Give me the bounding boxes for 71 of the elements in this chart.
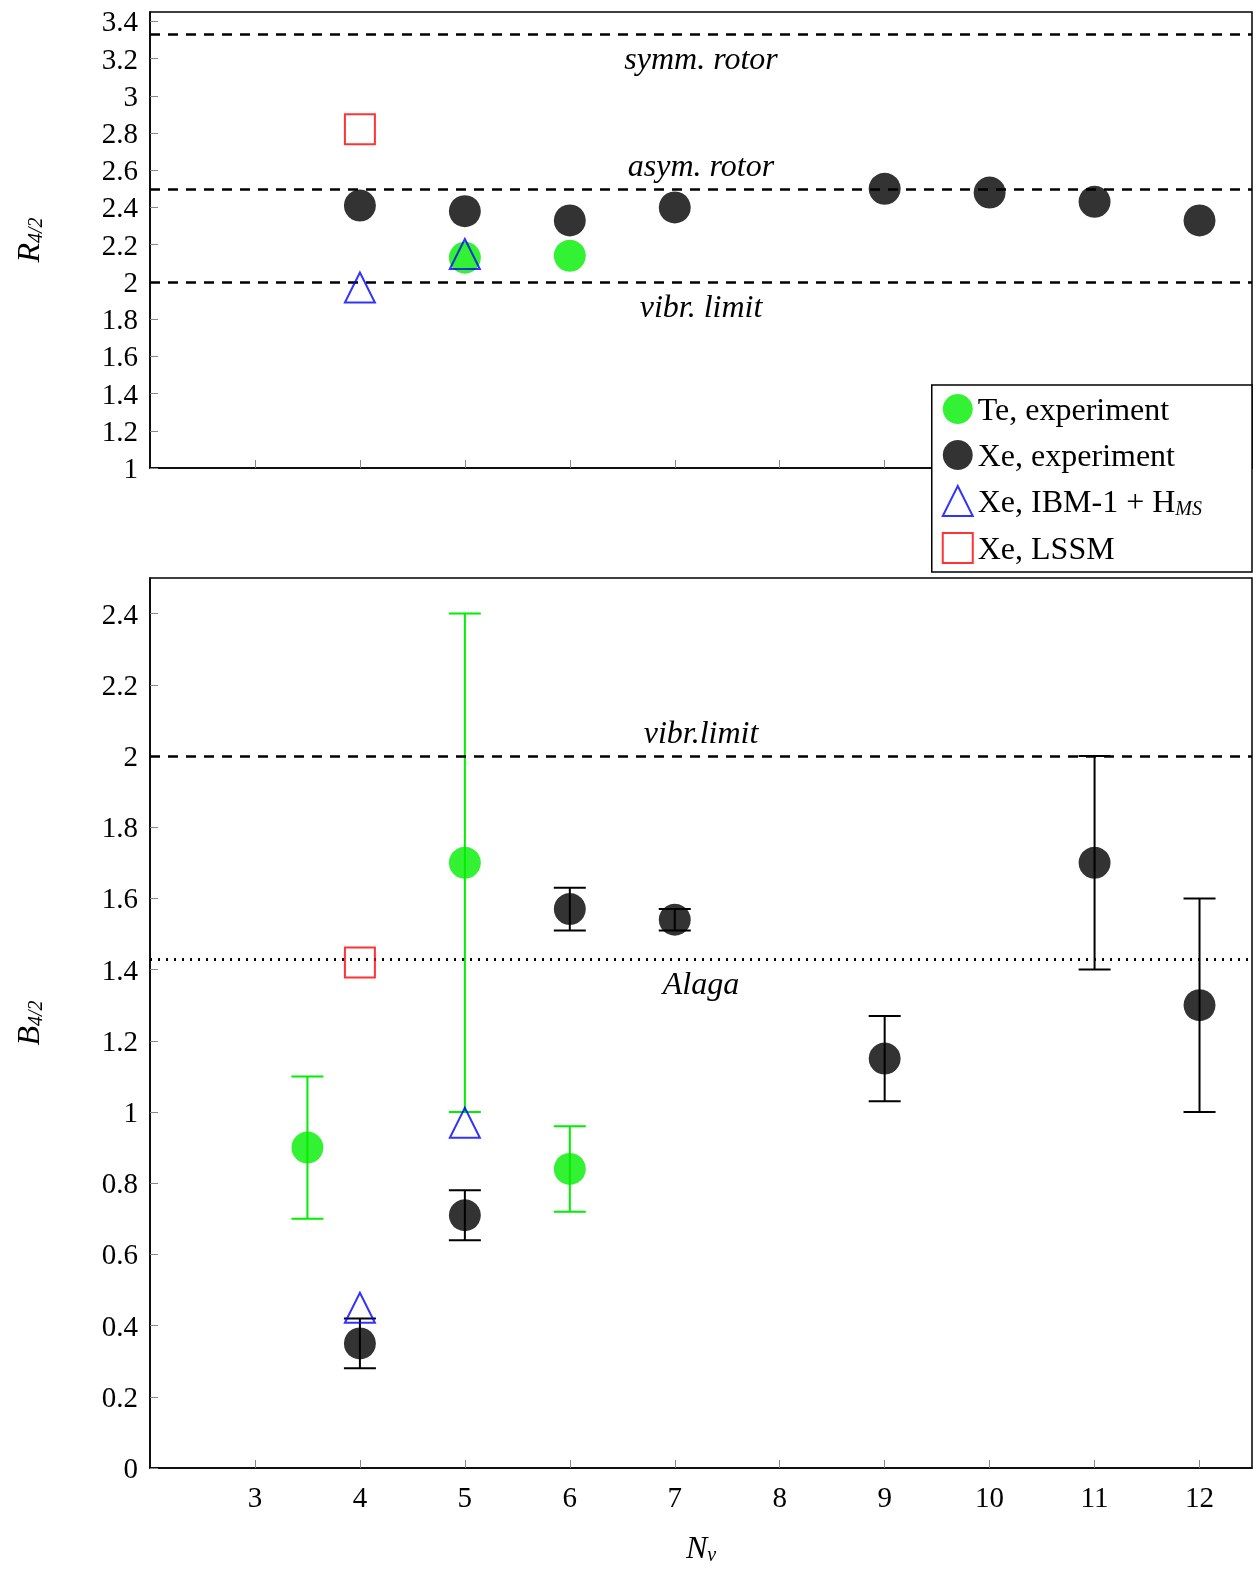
point	[1078, 185, 1111, 218]
legend-label: Xe, IBM-1 + HMS	[977, 483, 1203, 519]
point	[343, 271, 376, 304]
ref-line-label: Alaga	[660, 964, 740, 1001]
y-tick-label: 1.2	[101, 414, 138, 447]
ref-line-label: asym. rotor	[627, 146, 775, 183]
y-tick-label: 3	[123, 79, 138, 112]
y-tick-label: 1	[123, 452, 138, 484]
point	[448, 1106, 481, 1139]
point	[1183, 204, 1216, 237]
point	[448, 1199, 481, 1232]
legend-label: Te, experiment	[977, 391, 1170, 427]
y-tick-label: 1.2	[101, 1024, 138, 1057]
x-tick-label: 7	[667, 1480, 683, 1513]
point	[553, 239, 586, 272]
point	[1183, 989, 1216, 1022]
y-tick-label: 2.6	[101, 154, 138, 187]
y-tick-label: 0	[123, 1452, 138, 1484]
x-tick-label: 4	[352, 1480, 368, 1513]
x-axis-title: Nν	[684, 1529, 717, 1565]
x-tick-label: 5	[457, 1480, 473, 1513]
y-tick-label: 3.2	[101, 42, 138, 75]
point	[868, 172, 901, 205]
y-tick-label: 3.4	[101, 5, 139, 38]
point	[343, 1291, 376, 1324]
point	[291, 1131, 324, 1164]
x-tick-label: 11	[1080, 1480, 1109, 1513]
point	[658, 191, 691, 224]
x-tick-label: 8	[772, 1480, 787, 1513]
y-tick-label: 2.2	[101, 668, 138, 701]
x-tick-label: 6	[562, 1480, 578, 1513]
y-tick-label: 0.4	[101, 1309, 139, 1342]
legend-label: Xe, LSSM	[977, 530, 1115, 566]
ref-line-label: vibr.limit	[643, 714, 760, 750]
y-tick-label: 2.8	[101, 116, 138, 149]
x-tick-label: 10	[975, 1480, 1005, 1513]
point	[448, 846, 481, 879]
y-tick-label: 2.2	[101, 228, 138, 261]
point	[448, 195, 481, 228]
y-tick-label: 2.4	[101, 191, 139, 224]
y-tick-label: 0.8	[101, 1167, 138, 1200]
y-tick-label: 1.4	[101, 377, 139, 410]
point	[553, 893, 586, 926]
ref-line-label: symm. rotor	[624, 40, 779, 77]
y-tick-label: 1	[123, 1096, 138, 1128]
legend-label: Xe, experiment	[977, 437, 1176, 473]
y-tick-label: 1.8	[101, 811, 138, 844]
y-tick-label: 2	[123, 740, 138, 772]
y-tick-label: 1.6	[101, 340, 138, 373]
y-tick-label: 2.4	[101, 597, 139, 630]
point	[343, 946, 376, 979]
y-tick-label: 1.6	[101, 882, 138, 915]
point	[1078, 846, 1111, 879]
ref-line-label: vibr. limit	[639, 287, 764, 324]
point	[343, 113, 376, 146]
y-tick-label: 1.8	[101, 303, 138, 336]
point	[868, 1042, 901, 1075]
point	[553, 1152, 586, 1185]
point	[553, 204, 586, 237]
y-axis-title: R4/2	[10, 217, 46, 264]
y-tick-label: 0.6	[101, 1238, 138, 1271]
y-tick-label: 0.2	[101, 1380, 138, 1413]
y-axis-title: B4/2	[10, 1000, 46, 1046]
x-tick-label: 9	[877, 1480, 892, 1513]
x-tick-label: 12	[1185, 1480, 1215, 1513]
y-tick-label: 1.4	[101, 953, 139, 986]
point	[343, 1327, 376, 1360]
point	[973, 176, 1006, 209]
point	[343, 189, 376, 222]
y-tick-label: 2	[123, 265, 138, 298]
x-tick-label: 3	[247, 1480, 263, 1513]
